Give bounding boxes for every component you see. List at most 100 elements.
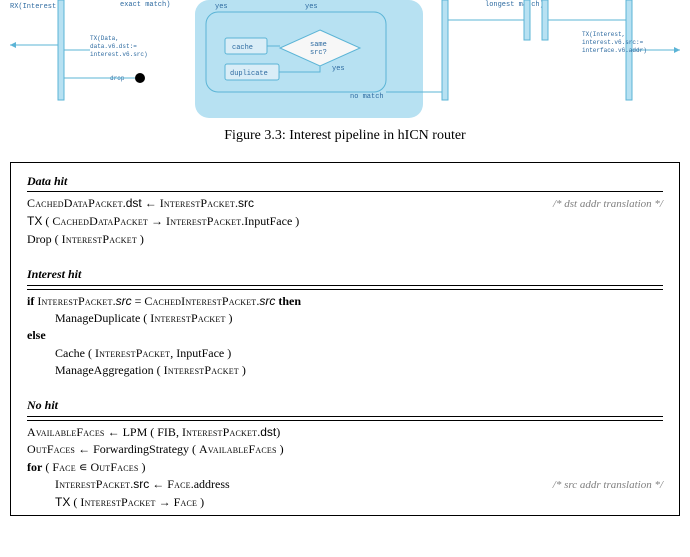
dh-line1: CachedDataPacket.dst ← InterestPacket.sr… xyxy=(27,195,663,213)
tok-magg: ManageAggregation xyxy=(55,363,154,377)
tok-drop: Drop xyxy=(27,232,52,246)
same-label: same xyxy=(310,41,327,49)
tok-ip3: InterestPacket xyxy=(62,232,137,246)
tok-arrow4: ← xyxy=(152,477,164,491)
title-interest-hit: Interest hit xyxy=(27,266,663,285)
exact-label: exact match) xyxy=(120,1,170,9)
rule-ih xyxy=(27,289,663,290)
ih-line3: else xyxy=(27,327,663,344)
tok-in: ∊ xyxy=(79,460,88,474)
title-data-hit: Data hit xyxy=(27,173,663,192)
tok-arrow3: ← xyxy=(78,442,90,456)
tok-af2: AvailableFaces xyxy=(199,442,277,456)
longest-label: longest match) xyxy=(485,1,544,9)
tok-inface: InputFace xyxy=(244,214,292,228)
nh-line2: OutFaces ← ForwardingStrategy ( Availabl… xyxy=(27,441,663,458)
diagram-svg: RX(Interest) exact match) TX(Data, data.… xyxy=(10,0,680,120)
tok-ip2: InterestPacket xyxy=(166,214,241,228)
tok-tx2: TX xyxy=(55,495,70,509)
cmt-dst: /* dst addr translation */ xyxy=(553,197,663,213)
tok-ip5: InterestPacket xyxy=(150,311,225,325)
txdata-1: TX(Data, xyxy=(90,35,119,42)
left-bar xyxy=(58,0,64,100)
nh-line4: InterestPacket.src ← Face.address /* src… xyxy=(27,476,663,494)
arrow-rx xyxy=(10,42,16,48)
nh-line1: AvailableFaces ← LPM ( FIB, InterestPack… xyxy=(27,424,663,441)
srcq-label: src? xyxy=(310,49,327,57)
tok-dst2: dst xyxy=(260,425,276,439)
rx-label: RX(Interest) xyxy=(10,3,60,11)
tok-dst: dst xyxy=(126,196,142,210)
rbar2 xyxy=(542,0,548,40)
ih-line2: ManageDuplicate ( InterestPacket ) xyxy=(27,310,663,327)
arrow-out xyxy=(674,47,680,53)
algorithm-box: Data hit CachedDataPacket.dst ← Interest… xyxy=(10,162,680,516)
ih-line4: Cache ( InterestPacket, InputFace ) xyxy=(27,345,663,362)
rule-nh xyxy=(27,420,663,421)
txint-2: interest.v6.src:= xyxy=(582,39,644,46)
nh-line5: TX ( InterestPacket → Face ) xyxy=(27,494,663,511)
tok-addr: address xyxy=(194,477,230,491)
txdata-2: data.v6.dst:= xyxy=(90,43,137,50)
yes1: yes xyxy=(215,3,228,11)
tok-cdp2: CachedDataPacket xyxy=(52,214,148,228)
tok-fs: ForwardingStrategy xyxy=(93,442,189,456)
cmt-src: /* src addr translation */ xyxy=(553,478,663,494)
tok-ip10: InterestPacket xyxy=(80,495,155,509)
tok-fib: FIB xyxy=(157,425,176,439)
tok-ip4: InterestPacket xyxy=(37,294,112,308)
tok-src3: src xyxy=(259,294,275,308)
tok-to2: → xyxy=(159,495,171,509)
txdata-3: interest.v6.src) xyxy=(90,51,148,58)
ih-line1: if InterestPacket.src = CachedInterestPa… xyxy=(27,293,663,310)
tok-of: OutFaces xyxy=(27,442,75,456)
nomatch-label: no match xyxy=(350,93,384,101)
tok-mdup: ManageDuplicate xyxy=(55,311,140,325)
tok-then: then xyxy=(278,294,301,308)
yes2: yes xyxy=(305,3,318,11)
dh-line2: TX ( CachedDataPacket → InterestPacket.I… xyxy=(27,213,663,230)
figure-caption: Figure 3.3: Interest pipeline in hICN ro… xyxy=(10,128,680,144)
tok-if: if xyxy=(27,294,34,308)
tok-arrow: ← xyxy=(145,196,157,210)
tok-of2: OutFaces xyxy=(90,460,138,474)
drop-dot xyxy=(135,73,145,83)
block-no-hit: No hit AvailableFaces ← LPM ( FIB, Inter… xyxy=(27,397,663,511)
tok-face2: Face xyxy=(167,477,190,491)
block-data-hit: Data hit CachedDataPacket.dst ← Interest… xyxy=(27,173,663,248)
tok-src2: src xyxy=(116,294,132,308)
tok-for: for xyxy=(27,460,42,474)
tok-src: src xyxy=(238,196,254,210)
pipeline-diagram: RX(Interest) exact match) TX(Data, data.… xyxy=(10,0,680,120)
tok-ip6: InterestPacket xyxy=(95,346,170,360)
txint-1: TX(Interest, xyxy=(582,31,625,38)
mid-bar xyxy=(442,0,448,100)
tok-af: AvailableFaces xyxy=(27,425,105,439)
duplicate-label: duplicate xyxy=(230,70,268,78)
tok-inface2: InputFace xyxy=(176,346,224,360)
txint-3: interface.v6.addr) xyxy=(582,47,647,54)
nh-line3: for ( Face ∊ OutFaces ) xyxy=(27,459,663,476)
tok-face3: Face xyxy=(174,495,197,509)
tok-cip: CachedInterestPacket xyxy=(144,294,256,308)
tok-eq: = xyxy=(135,294,142,308)
rbar1 xyxy=(524,0,530,40)
ih-line5: ManageAggregation ( InterestPacket ) xyxy=(27,362,663,379)
block-interest-hit: Interest hit if InterestPacket.src = Cac… xyxy=(27,266,663,379)
title-no-hit: No hit xyxy=(27,397,663,416)
tok-cdp: CachedDataPacket xyxy=(27,196,123,210)
tok-ip9: InterestPacket xyxy=(55,477,130,491)
tok-arrow2: ← xyxy=(108,425,120,439)
tok-to: → xyxy=(151,214,163,228)
tok-cache: Cache xyxy=(55,346,85,360)
tok-else: else xyxy=(27,328,46,342)
tok-face: Face xyxy=(52,460,75,474)
tok-ip7: InterestPacket xyxy=(164,363,239,377)
cache-label: cache xyxy=(232,44,253,52)
tok-ip1: InterestPacket xyxy=(160,196,235,210)
tok-src4: src xyxy=(133,477,149,491)
tok-tx: TX xyxy=(27,214,42,228)
tok-ip8: InterestPacket xyxy=(182,425,257,439)
yes3: yes xyxy=(332,65,345,73)
dh-line3: Drop ( InterestPacket ) xyxy=(27,231,663,248)
